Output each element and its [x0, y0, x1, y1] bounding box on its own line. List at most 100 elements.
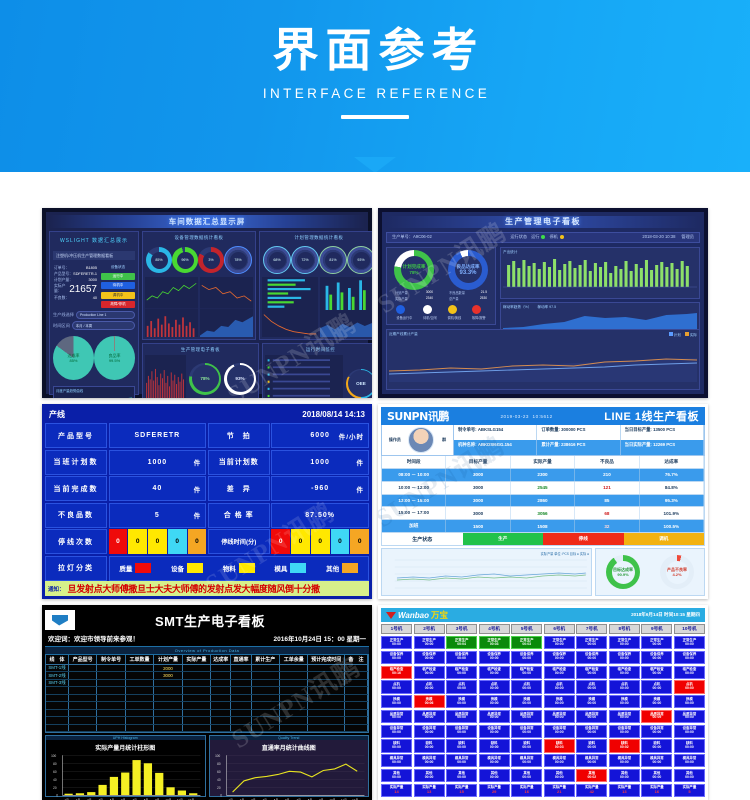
machine-status-cell[interactable]: 品质异常 00:00: [413, 709, 445, 724]
machine-status-cell[interactable]: 临产检查 00:00: [478, 665, 510, 679]
machine-status-cell[interactable]: 设备保养 00:00: [413, 650, 445, 665]
machine-status-cell[interactable]: 换模 00:00: [641, 695, 673, 709]
machine-status-cell[interactable]: 临产检查 00:00: [608, 665, 640, 679]
machine-status-cell[interactable]: 其他 00:00: [381, 768, 413, 783]
machine-status-cell[interactable]: 设备保养 00:00: [576, 650, 608, 665]
machine-status-cell[interactable]: 模具异常 00:00: [576, 754, 608, 768]
machine-header[interactable]: 9号机: [641, 624, 673, 634]
machine-status-cell[interactable]: 其他 00:00: [673, 768, 705, 783]
machine-status-cell[interactable]: 其他 00:00: [413, 768, 445, 783]
machine-header[interactable]: 2号机: [413, 624, 445, 634]
machine-status-cell[interactable]: 实际产量 15: [446, 783, 478, 797]
machine-status-cell[interactable]: 设备保养 00:00: [608, 650, 640, 665]
machine-status-cell[interactable]: 正常生产 00:00: [381, 636, 413, 650]
machine-status-cell[interactable]: 设备保养 00:00: [543, 650, 575, 665]
machine-status-cell[interactable]: 实际产量 29: [478, 783, 510, 797]
machine-status-cell[interactable]: 设备异常 00:00: [576, 724, 608, 738]
machine-status-cell[interactable]: 模具异常 00:00: [641, 754, 673, 768]
machine-status-cell[interactable]: 点机 00:00: [576, 680, 608, 694]
machine-status-cell[interactable]: 临产检查 00:16: [381, 665, 413, 679]
machine-status-cell[interactable]: 临产检查 00:00: [511, 665, 543, 679]
machine-status-cell[interactable]: 临产检查 00:00: [673, 665, 705, 679]
machine-status-cell[interactable]: 模具异常 00:00: [608, 754, 640, 768]
status-button-running[interactable]: 运行中: [101, 272, 135, 280]
machine-status-cell[interactable]: 正常生产 00:00: [413, 636, 445, 650]
machine-status-cell[interactable]: 模具异常 00:00: [673, 754, 705, 768]
machine-status-cell[interactable]: 设备保养 00:00: [511, 650, 543, 665]
machine-status-cell[interactable]: 模具异常 00:00: [511, 754, 543, 768]
machine-status-cell[interactable]: 设备异常 00:00: [413, 724, 445, 738]
status-button-fault[interactable]: 故障/停机: [101, 301, 135, 308]
machine-status-cell[interactable]: 其他 00:02: [576, 768, 608, 783]
machine-status-cell[interactable]: 实际产量 21: [543, 783, 575, 797]
machine-status-cell[interactable]: 缺料 00:03: [543, 739, 575, 753]
machine-status-cell[interactable]: 其他 00:00: [543, 768, 575, 783]
machine-status-cell[interactable]: 其他 00:00: [446, 768, 478, 783]
machine-status-cell[interactable]: 实际产量 13: [608, 783, 640, 797]
machine-status-cell[interactable]: 临产检查 00:00: [446, 665, 478, 679]
machine-status-cell[interactable]: 其他 00:00: [478, 768, 510, 783]
machine-status-cell[interactable]: 设备异常 00:00: [446, 724, 478, 738]
machine-header[interactable]: 5号机: [511, 624, 543, 634]
machine-status-cell[interactable]: 点机 00:00: [543, 680, 575, 694]
machine-status-cell[interactable]: 换模 00:00: [673, 695, 705, 709]
machine-status-cell[interactable]: 正常生产 00:00: [673, 636, 705, 650]
machine-header[interactable]: 7号机: [576, 624, 608, 634]
machine-status-cell[interactable]: 缺料 00:00: [673, 739, 705, 753]
machine-status-cell[interactable]: 模具异常 00:00: [543, 754, 575, 768]
screenshot-production-board[interactable]: 生产管理电子看板 生产单号：A9C06-02 运行状态 运行 停机 2018-0…: [378, 208, 708, 398]
machine-status-cell[interactable]: 设备异常 00:00: [381, 724, 413, 738]
machine-status-cell[interactable]: 点机 00:00: [673, 680, 705, 694]
machine-status-cell[interactable]: 临产检查 00:00: [576, 665, 608, 679]
machine-status-cell[interactable]: 实际产量 16: [641, 783, 673, 797]
machine-status-cell[interactable]: 点机 00:00: [511, 680, 543, 694]
machine-status-cell[interactable]: 实际产量 42: [576, 783, 608, 797]
machine-status-cell[interactable]: 设备保养 00:00: [446, 650, 478, 665]
machine-header[interactable]: 6号机: [543, 624, 575, 634]
machine-status-cell[interactable]: 临产检查 00:00: [641, 665, 673, 679]
machine-status-cell[interactable]: 缺料 00:00: [511, 739, 543, 753]
machine-status-cell[interactable]: 点机 00:00: [381, 680, 413, 694]
machine-status-cell[interactable]: 设备异常 00:00: [543, 724, 575, 738]
machine-status-cell[interactable]: 点机 00:00: [446, 680, 478, 694]
machine-status-cell[interactable]: 点机 00:00: [608, 680, 640, 694]
machine-status-cell[interactable]: 缺料 00:00: [576, 739, 608, 753]
machine-status-cell[interactable]: 换模 00:06: [413, 695, 445, 709]
machine-header[interactable]: 8号机: [608, 624, 640, 634]
machine-status-cell[interactable]: 其他 00:00: [511, 768, 543, 783]
machine-header[interactable]: 1号机: [381, 624, 413, 634]
machine-status-cell[interactable]: 设备保养 00:00: [478, 650, 510, 665]
machine-status-cell[interactable]: 设备保养 00:00: [641, 650, 673, 665]
machine-status-cell[interactable]: 设备保养 00:00: [381, 650, 413, 665]
machine-status-cell[interactable]: 换模 00:00: [511, 695, 543, 709]
machine-status-cell[interactable]: 品质异常 00:00: [446, 709, 478, 724]
screenshot-wanbao-board[interactable]: Wanbao 万宝 2018年6月14日 时间10:15 星期四 1号机 2号机 …: [378, 605, 708, 800]
machine-status-cell[interactable]: 实际产量 14: [381, 783, 413, 797]
screenshot-workshop-summary[interactable]: 车间数据汇总显示屏 WSLIGHT 数据汇总展示 注塑机/冲压机生产管理数据看板…: [42, 208, 372, 398]
machine-status-cell[interactable]: 缺料 00:02: [608, 739, 640, 753]
machine-status-cell[interactable]: 设备异常 00:00: [478, 724, 510, 738]
machine-status-cell[interactable]: 实际产量 16: [511, 783, 543, 797]
machine-status-cell[interactable]: 模具异常 00:00: [413, 754, 445, 768]
machine-status-cell[interactable]: 品质异常 00:00: [511, 709, 543, 724]
machine-status-cell[interactable]: 点机 00:00: [478, 680, 510, 694]
machine-status-cell[interactable]: 正常生产 00:00: [641, 636, 673, 650]
machine-status-cell[interactable]: 品质异常 00:00: [543, 709, 575, 724]
screenshot-smt-board[interactable]: SMT生产电子看板 欢迎词：欢迎市领导前来参观！ 2016年10月24日 15：…: [42, 605, 372, 800]
machine-status-cell[interactable]: 换模 00:00: [446, 695, 478, 709]
machine-status-cell[interactable]: 换模 00:00: [608, 695, 640, 709]
machine-status-cell[interactable]: 正常生产 00:03: [478, 636, 510, 650]
machine-status-cell[interactable]: 品质异常 00:00: [478, 709, 510, 724]
machine-status-cell[interactable]: 正常生产 00:03: [511, 636, 543, 650]
machine-status-cell[interactable]: 缺料 00:00: [413, 739, 445, 753]
machine-status-cell[interactable]: 模具异常 00:00: [381, 754, 413, 768]
machine-status-cell[interactable]: 正常生产 00:00: [608, 636, 640, 650]
machine-status-cell[interactable]: 品质异常 00:00: [381, 709, 413, 724]
machine-status-cell[interactable]: 品质异常 00:00: [576, 709, 608, 724]
machine-status-cell[interactable]: 换模 00:00: [478, 695, 510, 709]
machine-status-cell[interactable]: 点机 00:00: [641, 680, 673, 694]
machine-status-cell[interactable]: 模具异常 00:00: [478, 754, 510, 768]
machine-status-cell[interactable]: 品质异常 00:09: [641, 709, 673, 724]
machine-status-cell[interactable]: 换模 00:00: [381, 695, 413, 709]
machine-status-cell[interactable]: 临产检查 00:00: [543, 665, 575, 679]
